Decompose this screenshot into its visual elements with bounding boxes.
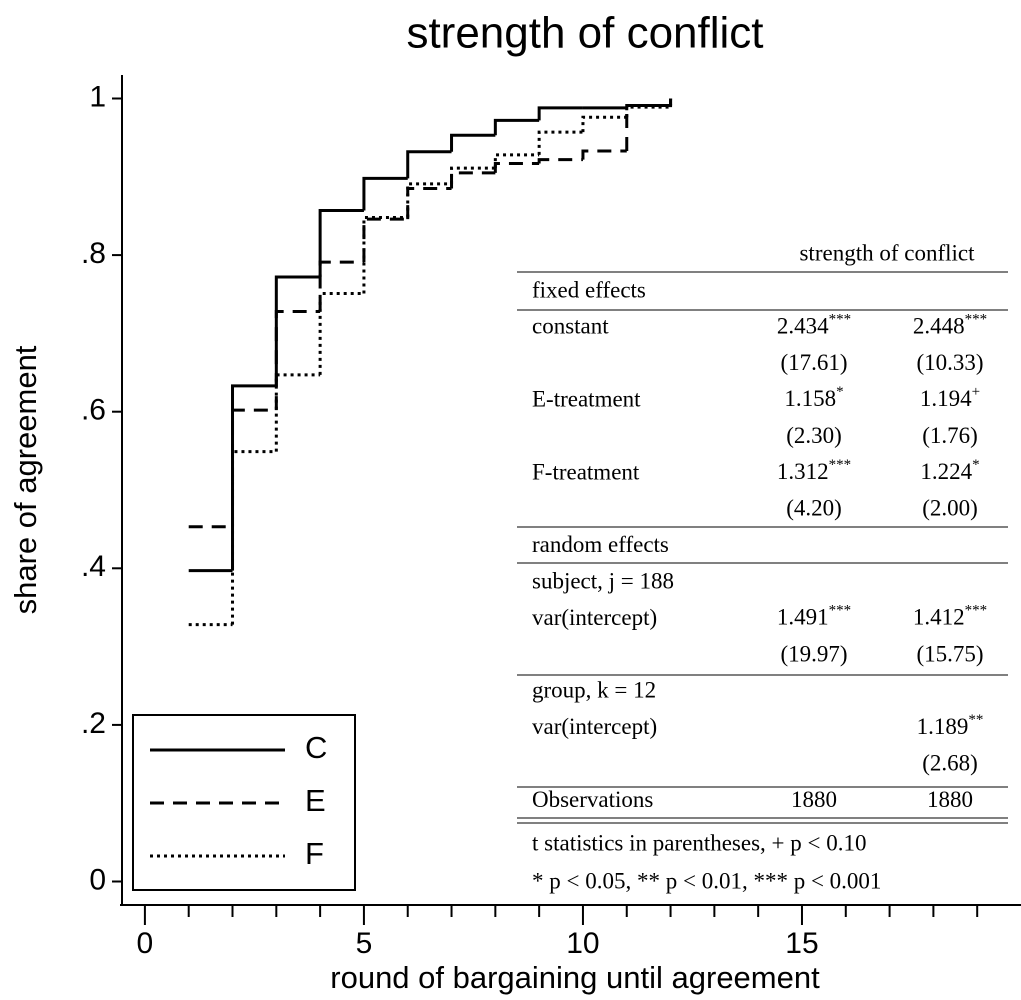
table-cell: Observations xyxy=(532,787,653,812)
step-segment xyxy=(625,105,671,118)
table-cell: E-treatment xyxy=(532,386,641,411)
cell-value: 1.224 xyxy=(920,459,972,484)
table-cell: 1.158* xyxy=(784,385,843,412)
cell-stars: *** xyxy=(965,312,988,328)
step-segment xyxy=(362,216,408,294)
table-cell: group, k = 12 xyxy=(532,678,656,703)
step-segment xyxy=(537,106,583,121)
x-axis-label: round of bargaining until agreement xyxy=(330,960,820,995)
table-cell: (4.20) xyxy=(786,496,842,521)
legend-label: C xyxy=(305,730,327,765)
step-segment xyxy=(231,450,277,625)
table-cell: var(intercept) xyxy=(532,605,657,630)
cell-stars: *** xyxy=(829,603,852,619)
table-cell: 1.224* xyxy=(920,457,979,484)
step-segment xyxy=(493,161,540,173)
step-segment xyxy=(581,115,627,133)
step-segment xyxy=(406,150,452,179)
step-segment xyxy=(318,208,364,278)
table-cell: 1.491*** xyxy=(777,603,851,630)
step-segment xyxy=(231,408,277,527)
x-tick-label: 15 xyxy=(785,927,818,960)
table-cell: (15.75) xyxy=(916,641,983,666)
table-cell: 2.434*** xyxy=(777,312,851,339)
table-cell: (2.30) xyxy=(786,423,842,448)
table-cell: (10.33) xyxy=(916,350,983,375)
legend-label: E xyxy=(305,783,326,818)
cell-stars: + xyxy=(972,385,980,401)
step-segment xyxy=(493,153,540,169)
cell-stars: * xyxy=(836,385,844,401)
step-segment xyxy=(493,118,540,136)
table-note: * p < 0.05, ** p < 0.01, *** p < 0.001 xyxy=(532,868,881,893)
x-tick-label: 0 xyxy=(137,927,154,960)
cell-value: 1.412 xyxy=(913,605,965,630)
table-header: strength of conflict xyxy=(799,240,975,265)
table-cell: F-treatment xyxy=(532,459,640,484)
step-segment xyxy=(537,130,583,155)
table-cell: fixed effects xyxy=(532,277,646,302)
table-cell: 1.189** xyxy=(917,712,984,739)
step-segment xyxy=(318,260,364,312)
step-segment xyxy=(406,187,452,220)
table-cell: random effects xyxy=(532,532,669,557)
step-segment xyxy=(362,176,408,211)
step-segment xyxy=(537,158,583,164)
table-cell: 2.448*** xyxy=(913,312,987,339)
step-segment xyxy=(231,384,277,571)
cell-value: 1.189 xyxy=(917,714,969,739)
x-tick-label: 10 xyxy=(566,927,599,960)
step-segment xyxy=(450,171,496,189)
step-segment xyxy=(362,217,408,263)
cell-value: 1.312 xyxy=(777,459,829,484)
step-segment xyxy=(450,166,496,184)
y-tick-label: .2 xyxy=(81,707,106,740)
table-cell: (17.61) xyxy=(780,350,847,375)
step-segment xyxy=(274,275,321,386)
table-cell: 1.194+ xyxy=(920,385,980,412)
table-cell: 1.412*** xyxy=(913,603,987,630)
cell-value: 2.448 xyxy=(913,314,965,339)
table-cell: (2.68) xyxy=(922,750,978,775)
chart-title: strength of conflict xyxy=(406,9,763,58)
step-segment xyxy=(274,373,321,452)
y-axis-label: share of agreement xyxy=(8,345,43,614)
y-tick-label: 0 xyxy=(89,863,106,896)
cell-value: 1.194 xyxy=(920,386,972,411)
table-cell: constant xyxy=(532,314,609,339)
table-cell: var(intercept) xyxy=(532,714,657,739)
table-cell: 1.312*** xyxy=(777,457,851,484)
cell-stars: *** xyxy=(829,312,852,328)
step-segment xyxy=(318,291,364,375)
cell-stars: *** xyxy=(965,603,988,619)
table-note: t statistics in parentheses, + p < 0.10 xyxy=(532,830,866,855)
cell-stars: ** xyxy=(968,712,983,728)
step-segment xyxy=(625,104,671,151)
step-segment xyxy=(274,309,321,411)
table-cell: (19.97) xyxy=(780,641,847,666)
table-cell: (2.00) xyxy=(922,496,978,521)
step-segment xyxy=(581,149,627,160)
table-cell: subject, j = 188 xyxy=(532,568,674,593)
y-tick-label: 1 xyxy=(89,80,106,113)
table-cell: 1880 xyxy=(791,787,837,812)
step-segment xyxy=(450,133,496,152)
x-tick-label: 5 xyxy=(356,927,373,960)
table-cell: (1.76) xyxy=(922,423,978,448)
cell-stars: * xyxy=(972,457,980,473)
cell-value: 1.158 xyxy=(784,386,836,411)
cell-stars: *** xyxy=(829,457,852,473)
y-tick-label: .6 xyxy=(81,394,106,427)
legend-label: F xyxy=(305,836,324,871)
table-cell: 1880 xyxy=(927,787,973,812)
cell-value: 1.491 xyxy=(777,605,829,630)
y-tick-label: .8 xyxy=(81,237,106,270)
y-tick-label: .4 xyxy=(81,550,106,583)
cell-value: 2.434 xyxy=(777,314,829,339)
